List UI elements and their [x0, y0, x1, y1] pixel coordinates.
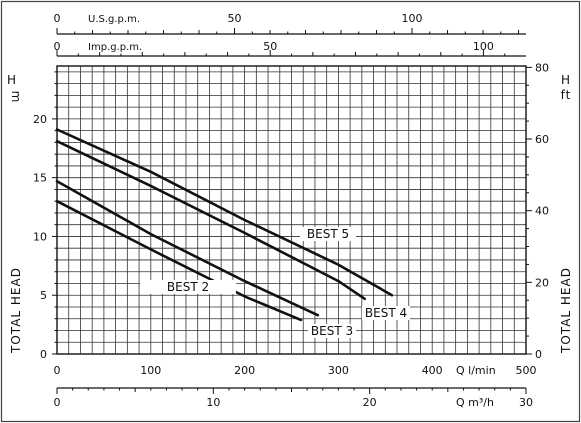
tick-label-ft: 0 — [535, 348, 542, 361]
x-label-lmin: Q l/min — [456, 364, 496, 377]
tick-label-m: 5 — [40, 289, 47, 302]
tick-label-ft: 40 — [535, 205, 549, 218]
series-label-bg-best-2 — [140, 280, 236, 294]
labels: H m H ft TOTAL HEAD TOTAL HEAD U.S.g.p.m… — [7, 12, 573, 409]
tick-label-impgpm: 50 — [263, 40, 277, 53]
tick-label-usgpm: 0 — [54, 12, 61, 25]
series-label-bg-best-4 — [362, 306, 410, 320]
left-axis-title: TOTAL HEAD — [9, 267, 23, 354]
tick-label-m3h: 0 — [54, 396, 61, 409]
tick-label-m: 0 — [40, 348, 47, 361]
series-label-best-2: BEST 2 — [167, 280, 209, 294]
tick-label-usgpm: 100 — [402, 12, 423, 25]
tick-label-lmin: 200 — [234, 364, 255, 377]
series-line-best-2 — [55, 199, 303, 322]
tick-label-m3h: 30 — [519, 396, 533, 409]
tick-label-lmin: 500 — [516, 364, 537, 377]
tick-label-lmin: 100 — [140, 364, 161, 377]
x-label-usgpm: U.S.g.p.m. — [88, 14, 140, 25]
left-unit-m: m — [9, 91, 23, 104]
series-label-best-3: BEST 3 — [311, 324, 353, 338]
tick-label-m3h: 10 — [206, 396, 220, 409]
tick-label-m: 20 — [33, 113, 47, 126]
tick-label-usgpm: 50 — [228, 12, 242, 25]
tick-label-ft: 60 — [535, 133, 549, 146]
tick-label-m: 15 — [33, 172, 47, 185]
tick-label-lmin: 400 — [422, 364, 443, 377]
right-unit-ft: ft — [561, 88, 572, 102]
right-axis-title: TOTAL HEAD — [559, 267, 573, 354]
grid — [56, 65, 527, 355]
series-line-best-4 — [55, 139, 366, 301]
x-label-impgpm: Imp.g.p.m. — [88, 42, 142, 53]
left-unit-letter-h: H — [7, 73, 17, 87]
tick-label-m3h: 20 — [363, 396, 377, 409]
series-line-best-5 — [55, 128, 394, 297]
tick-label-ft: 80 — [535, 61, 549, 74]
tick-label-impgpm: 100 — [473, 40, 494, 53]
axes — [52, 28, 532, 394]
tick-label-lmin: 300 — [328, 364, 349, 377]
x-label-m3h: Q m³/h — [456, 396, 494, 409]
tick-label-m: 10 — [33, 230, 47, 243]
plot-area-border — [56, 65, 527, 355]
right-unit-letter-h: H — [561, 73, 571, 87]
tick-label-impgpm: 0 — [54, 40, 61, 53]
series-label-bg-best-3 — [308, 324, 356, 338]
tick-label-lmin: 0 — [54, 364, 61, 377]
series-label-best-4: BEST 4 — [365, 306, 407, 320]
series-label-bg-best-5 — [300, 227, 356, 241]
series-lines — [55, 128, 394, 322]
tick-label-ft: 20 — [535, 276, 549, 289]
series-line-best-3 — [55, 179, 320, 317]
series-label-best-5: BEST 5 — [307, 227, 349, 241]
